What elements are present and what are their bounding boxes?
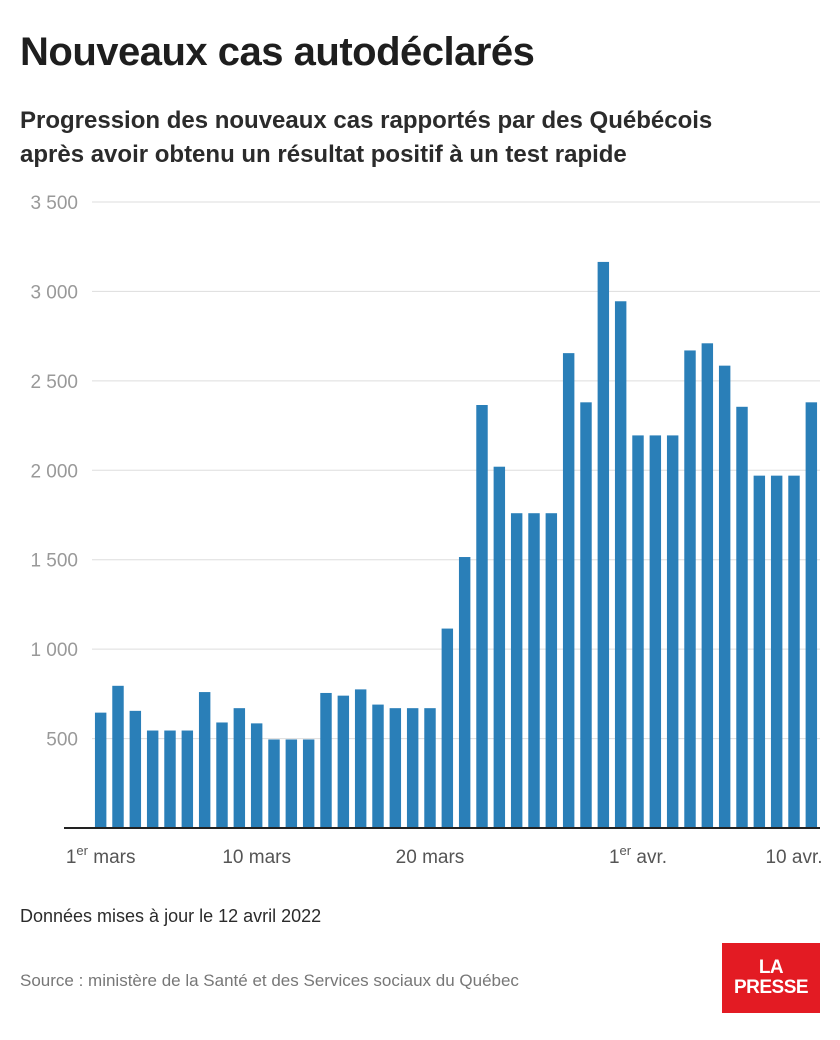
bar	[302, 739, 315, 828]
bar	[268, 739, 280, 828]
chart-title: Nouveaux cas autodéclarés	[20, 30, 535, 74]
bar	[649, 435, 662, 828]
bar	[146, 730, 159, 828]
bar-chart: 500 1 000 1 500 2 000 2 500 3 000 3 500 1er mar…	[30, 193, 822, 868]
update-note: Données mises à jour le 12 avril 2022	[20, 906, 322, 926]
bar	[701, 343, 714, 828]
bar	[372, 704, 384, 828]
bar	[216, 722, 228, 828]
subtitle-line-1: Progression des nouveaux cas rapportés p…	[20, 107, 713, 134]
logo-line-2: PRESSE	[733, 977, 809, 998]
bar	[718, 365, 731, 828]
bar	[389, 708, 402, 828]
subtitle-line-2: après avoir obtenu un résultat positif à…	[20, 141, 627, 168]
la-presse-logo: LA PRESSE	[722, 943, 820, 1013]
bar	[458, 557, 471, 828]
bar	[684, 350, 696, 828]
bar	[406, 708, 419, 828]
bar	[632, 435, 644, 828]
x-tick-label: 1er mars	[66, 843, 136, 868]
y-tick-label: 1 500	[30, 551, 78, 572]
bar	[164, 730, 176, 828]
x-tick-label: 20 mars	[396, 847, 465, 868]
bar	[441, 628, 454, 828]
bar	[562, 353, 575, 828]
bar	[493, 466, 506, 828]
bar	[805, 402, 818, 828]
bar	[354, 689, 367, 828]
bar	[250, 723, 263, 828]
source-credit: Source : ministère de la Santé et des Se…	[20, 971, 519, 990]
y-tick-label: 1 000	[30, 640, 78, 661]
bar	[94, 712, 107, 828]
bar	[545, 513, 558, 828]
y-tick-label: 500	[46, 730, 78, 751]
y-tick-label: 3 000	[30, 282, 78, 303]
y-tick-label: 3 500	[30, 193, 78, 214]
bar	[181, 730, 194, 828]
bar	[736, 406, 748, 828]
bar	[614, 301, 627, 828]
x-tick-label: 1er avr.	[609, 843, 667, 868]
bar	[233, 708, 246, 828]
bar	[510, 513, 523, 828]
bar	[666, 435, 679, 828]
y-tick-label: 2 500	[30, 372, 78, 393]
bar	[129, 710, 142, 828]
bar	[770, 475, 783, 828]
bar	[788, 475, 800, 828]
x-tick-label: 10 mars	[222, 847, 291, 868]
bar	[337, 695, 350, 828]
bar	[580, 402, 592, 828]
bar	[198, 692, 211, 828]
bar	[285, 739, 298, 828]
y-tick-label: 2 000	[30, 461, 78, 482]
x-tick-label: 10 avr.	[765, 847, 822, 868]
bar	[112, 685, 124, 828]
bar	[320, 692, 332, 828]
logo-line-1: LA	[758, 957, 784, 978]
bar	[528, 513, 540, 828]
chart-subtitle: Progression des nouveaux cas rapportés p…	[20, 104, 800, 172]
bar	[753, 475, 766, 828]
bar	[597, 261, 610, 829]
bar	[424, 708, 436, 828]
bar	[476, 405, 488, 828]
